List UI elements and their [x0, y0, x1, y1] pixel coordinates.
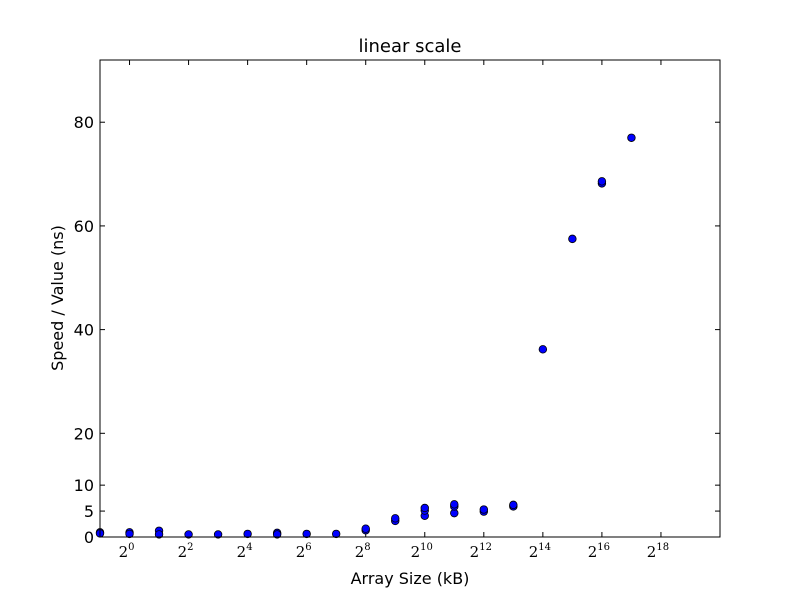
data-point: [538, 345, 548, 354]
x-tick-label: 26: [296, 542, 312, 561]
x-tick-label: 24: [237, 542, 253, 561]
x-tick-label: 212: [470, 542, 492, 561]
x-tick-exponent: 10: [420, 542, 433, 553]
data-point: [331, 529, 341, 539]
data-point: [450, 500, 459, 509]
x-tick-exponent: 16: [597, 542, 610, 553]
chart-title: linear scale: [358, 36, 461, 57]
data-point: [272, 530, 282, 539]
x-tick-exponent: 0: [128, 542, 134, 553]
data-point: [597, 177, 607, 186]
x-tick-label: 22: [178, 542, 194, 561]
y-tick-label: 40: [74, 321, 94, 340]
x-tick-exponent: 14: [538, 542, 551, 553]
x-tick-exponent: 12: [479, 542, 492, 553]
x-tick-exponent: 8: [364, 542, 370, 553]
x-axis-label: Array Size (kB): [351, 569, 470, 588]
data-point: [479, 505, 489, 514]
data-point: [568, 234, 577, 244]
data-point: [509, 500, 518, 510]
x-tick-label: 218: [647, 542, 669, 561]
data-point: [302, 529, 311, 539]
y-tick-label: 0: [84, 528, 94, 547]
data-points: [95, 133, 636, 539]
y-tick-label: 60: [74, 217, 94, 236]
y-tick-label: 5: [84, 502, 94, 521]
x-tick-label: 28: [355, 542, 371, 561]
x-tick-exponent: 4: [246, 542, 252, 553]
data-point: [184, 530, 193, 539]
x-tick-label: 216: [588, 542, 610, 561]
data-point: [154, 530, 164, 539]
x-tick-label: 214: [529, 542, 551, 561]
data-point: [243, 529, 252, 539]
y-axis-ticks: 0 5 10 20 40 60 80: [74, 113, 720, 547]
data-point: [627, 133, 636, 142]
y-tick-label: 80: [74, 113, 94, 132]
x-tick-label: 20: [119, 542, 135, 561]
plot-frame: [99, 59, 721, 538]
data-point: [391, 514, 400, 523]
y-tick-label: 10: [74, 476, 94, 495]
data-point: [420, 503, 429, 513]
y-axis-label: Speed / Value (ns): [48, 225, 67, 371]
data-point: [213, 530, 223, 539]
x-tick-exponent: 18: [656, 542, 669, 553]
x-tick-exponent: 6: [305, 542, 311, 553]
data-point: [361, 524, 370, 533]
plot-background: [100, 60, 720, 537]
data-point: [125, 529, 134, 539]
x-tick-exponent: 2: [187, 542, 193, 553]
y-tick-label: 20: [74, 424, 94, 443]
x-tick-label: 210: [411, 542, 433, 561]
